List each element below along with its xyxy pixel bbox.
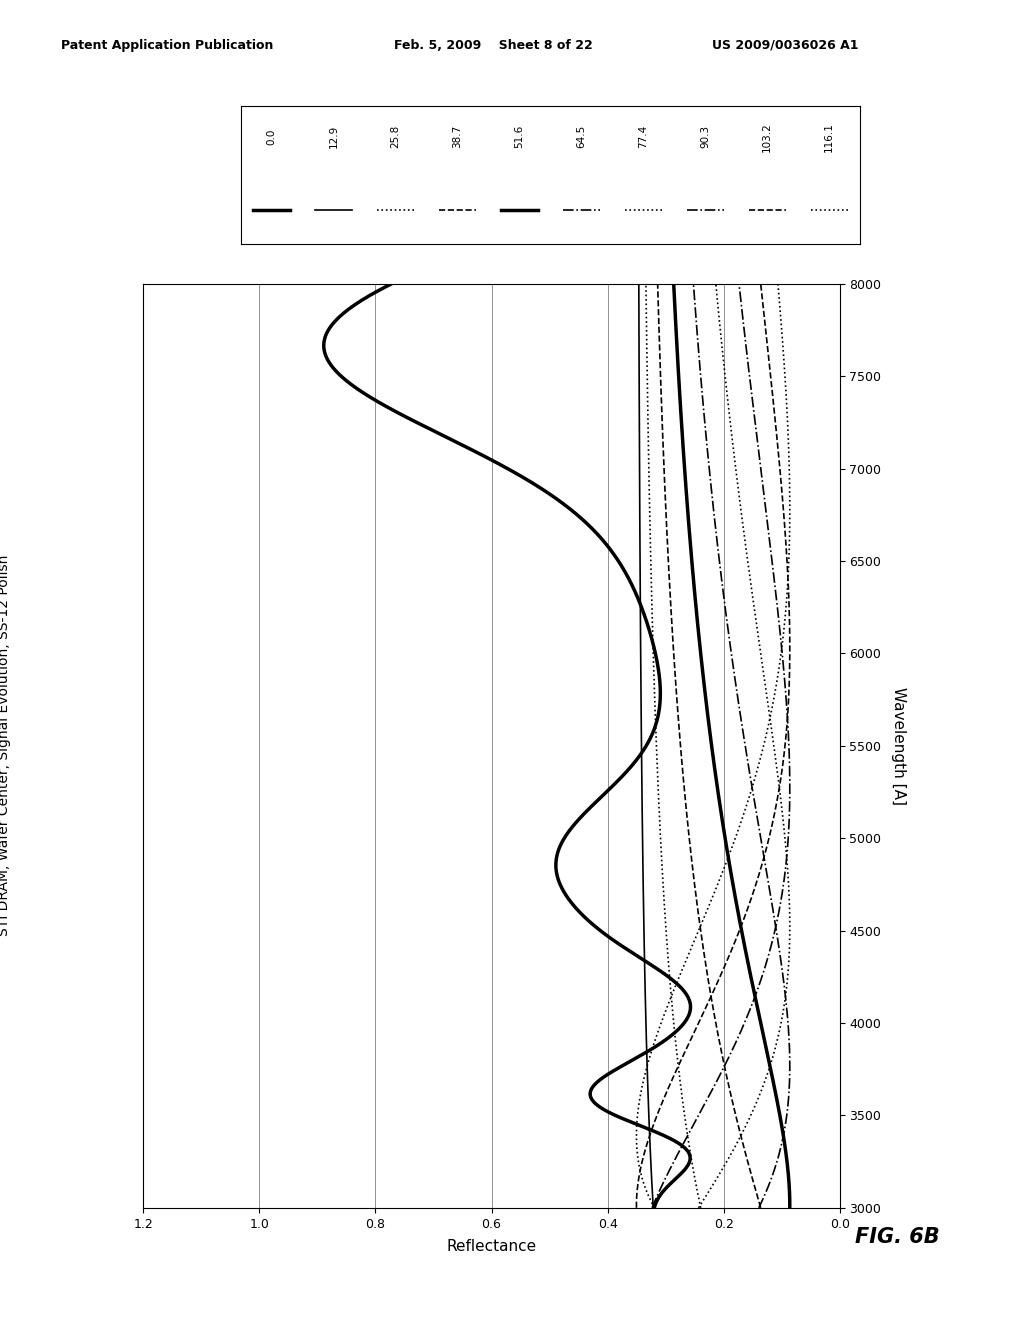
X-axis label: Reflectance: Reflectance xyxy=(446,1239,537,1254)
Text: STI DRAM, Wafer Center, Signal Evolution, SS-12 Polish: STI DRAM, Wafer Center, Signal Evolution… xyxy=(0,556,11,936)
Y-axis label: Wavelength [A]: Wavelength [A] xyxy=(892,686,906,805)
Text: 103.2: 103.2 xyxy=(762,121,772,152)
Text: 25.8: 25.8 xyxy=(390,125,400,148)
Text: 0.0: 0.0 xyxy=(266,128,276,145)
Text: FIG. 6B: FIG. 6B xyxy=(855,1228,940,1247)
Text: 90.3: 90.3 xyxy=(700,125,711,148)
Text: 64.5: 64.5 xyxy=(577,125,587,148)
Text: 12.9: 12.9 xyxy=(329,125,339,148)
Text: 38.7: 38.7 xyxy=(453,125,463,148)
Text: Feb. 5, 2009    Sheet 8 of 22: Feb. 5, 2009 Sheet 8 of 22 xyxy=(394,38,593,51)
Text: 51.6: 51.6 xyxy=(514,125,524,148)
Text: US 2009/0036026 A1: US 2009/0036026 A1 xyxy=(712,38,858,51)
Text: Patent Application Publication: Patent Application Publication xyxy=(61,38,273,51)
Text: 116.1: 116.1 xyxy=(824,121,835,152)
Text: 77.4: 77.4 xyxy=(638,125,648,148)
